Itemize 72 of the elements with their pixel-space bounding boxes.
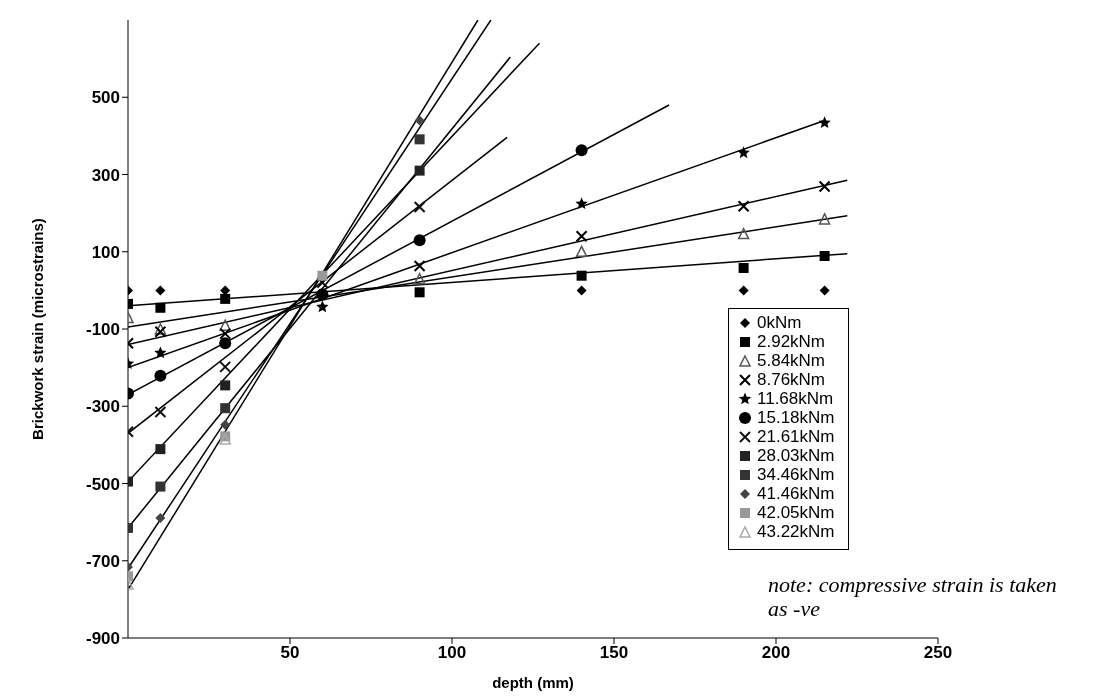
point [220,380,231,391]
point [316,276,329,289]
point [413,260,426,273]
legend-label: 43.22kNm [757,522,835,541]
point [155,302,166,313]
point [317,270,328,281]
y-tick-label: 300 [91,165,120,185]
legend-label: 28.03kNm [757,446,835,465]
y-tick-label: -900 [85,629,120,649]
y-tick-label: -100 [85,320,120,340]
point [737,146,750,159]
point [575,197,588,210]
x-tick-label: 150 [599,643,629,663]
point [220,419,231,430]
legend-label: 0kNm [757,313,802,332]
point [154,369,167,382]
point [414,134,425,145]
point [738,285,749,296]
legend-label: 11.68kNm [757,389,834,408]
point [220,403,231,414]
y-tick-label: 100 [91,242,120,262]
legend-label: 34.46kNm [757,465,835,484]
point [219,337,232,350]
point [413,200,426,213]
point [575,144,588,157]
point [413,234,426,247]
legend-label: 42.05kNm [757,503,835,522]
annotation: note: compressive strain is taken as -ve [768,572,1058,621]
point [413,273,426,285]
point [155,444,166,455]
point [818,116,831,128]
point [737,227,750,240]
point [155,512,166,523]
point [738,262,749,273]
point [737,200,750,213]
point [219,319,231,331]
point [154,406,167,419]
legend-label: 41.46kNm [757,484,835,503]
point [414,287,425,298]
point [219,327,232,340]
point [155,481,166,492]
x-tick-label: 100 [437,643,467,663]
point [819,285,830,296]
point [576,285,587,296]
x-tick-label: 200 [761,643,791,663]
legend-label: 21.61kNm [757,427,835,446]
y-tick-label: -500 [85,474,120,494]
point [219,360,232,373]
point [819,251,830,261]
point [414,115,425,126]
point [155,285,166,296]
point [220,293,231,304]
legend-label: 15.18kNm [757,408,835,427]
legend-label: 8.76kNm [757,370,826,389]
point [154,346,167,359]
point [576,270,587,281]
point [316,288,329,301]
point [818,180,831,193]
x-tick-label: 50 [280,643,300,663]
y-tick-label: 500 [91,88,120,108]
point [414,165,425,176]
y-axis-title: Brickwork strain (microstrains) [29,218,47,440]
point [818,213,831,225]
point [575,230,588,243]
point [575,245,588,258]
point [316,300,329,313]
legend-label: 2.92kNm [757,332,826,351]
y-tick-label: -700 [85,551,120,571]
x-axis-title: depth (mm) [492,674,574,691]
x-tick-label: 250 [923,643,953,663]
legend-label: 5.84kNm [757,351,826,370]
y-tick-label: -300 [85,397,120,417]
